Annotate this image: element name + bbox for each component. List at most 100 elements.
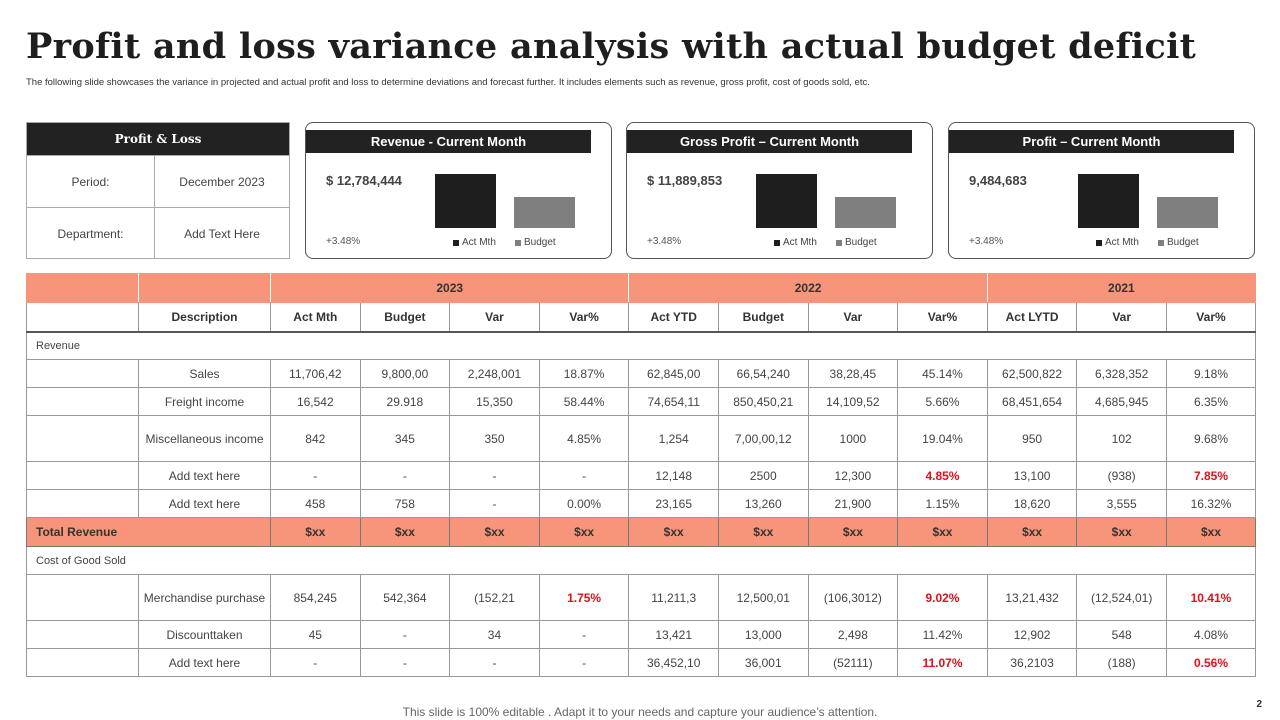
table-cell: 11,706,42	[270, 359, 361, 388]
kpi-card: Revenue - Current Month $ 12,784,444 +3.…	[305, 122, 612, 259]
table-row: Freight income 16,542 29.918 15,350 58.44% 74…	[26, 387, 1257, 416]
total-cell: $xx	[628, 517, 719, 547]
table-cell: -	[538, 620, 630, 649]
table-cell: -	[538, 461, 630, 490]
table-cell: 45	[270, 620, 361, 649]
period-value: December 2023	[179, 174, 265, 189]
variance-table: 2023 2022 2021 Description Act Mth Budget Va…	[26, 273, 1257, 677]
table-cell: (52111)	[807, 648, 899, 677]
kpi-card: Gross Profit – Current Month $ 11,889,85…	[626, 122, 933, 259]
slide-subtitle: The following slide showcases the varian…	[26, 77, 870, 88]
legend-act-label: Act Mth	[462, 237, 496, 248]
table-cell: 102	[1076, 415, 1167, 462]
table-cell: 6,328,352	[1076, 359, 1167, 388]
table-cell: 2,498	[807, 620, 899, 649]
table-row: Add text here 458 758-0.00% 23,165 13,260 21,…	[26, 489, 1257, 518]
table-cell: 14,109,52	[807, 387, 899, 416]
table-cell: 11,211,3	[628, 574, 719, 621]
table-cell: -	[359, 648, 451, 677]
table-cell: 36,001	[717, 648, 809, 677]
table-row: Discounttaken 45-34-13,421 13,000 2,498 11.4…	[26, 620, 1257, 649]
table-cell: 12,500,01	[717, 574, 809, 621]
table-cell: 548	[1076, 620, 1167, 649]
table-cell: 854,245	[270, 574, 361, 621]
table-cell: 7.85%	[1165, 461, 1257, 490]
section-label: Revenue	[26, 331, 1256, 360]
table-row: Add text here - - - -12,148 2500 12,300 4.85% 13…	[26, 461, 1257, 490]
legend-swatch	[515, 239, 521, 246]
total-cell: $xx	[717, 517, 809, 547]
total-cell: $xx	[270, 517, 361, 547]
row-description: Merchandise purchase	[138, 574, 271, 621]
year-2023: 2023	[269, 273, 630, 303]
legend-swatch	[774, 239, 780, 246]
footer-note: This slide is 100% editable . Adapt it t…	[402, 705, 878, 719]
department-row: Department: Add Text Here	[27, 207, 289, 259]
table-cell: 9.18%	[1165, 359, 1257, 388]
row-description: Sales	[138, 359, 271, 388]
table-cell: 16,542	[270, 387, 361, 416]
legend-act-label: Act Mth	[1105, 237, 1139, 248]
total-row: Total Revenue $xx $xx $xx $xx $xx $xx $xx $xx $xx…	[26, 517, 1257, 547]
act-bar	[1078, 174, 1139, 228]
period-label: Period:	[27, 156, 155, 207]
column-header: Budget	[359, 302, 451, 333]
period-row: Period: December 2023	[27, 155, 289, 207]
column-header: Var%	[1165, 302, 1257, 333]
section-row: Revenue	[26, 331, 1256, 360]
kpi-change: +3.48%	[326, 236, 361, 247]
column-header: Budget	[717, 302, 809, 333]
column-header: Var%	[897, 302, 988, 333]
table-cell: 21,900	[807, 489, 899, 518]
table-cell: 850,450,21	[717, 387, 809, 416]
table-cell: -	[270, 461, 361, 490]
table-cell: -	[359, 461, 451, 490]
act-bar	[756, 174, 817, 228]
column-header: Var	[449, 302, 540, 333]
legend-swatch	[1158, 239, 1164, 246]
table-cell: 34	[449, 620, 540, 649]
table-cell: 345	[359, 415, 451, 462]
row-description: Freight income	[138, 387, 271, 416]
table-row: Add text here - - - -36,452,10 36,001 (52111) 1…	[26, 648, 1257, 677]
table-cell: 62,500,822	[986, 359, 1078, 388]
table-row: Miscellaneous income 842 345 350 4.85% 1,254 7…	[26, 415, 1257, 462]
table-cell: 12,148	[628, 461, 719, 490]
table-cell: 5.66%	[897, 387, 988, 416]
total-cell: $xx	[1165, 517, 1257, 547]
table-cell: (152,21	[449, 574, 540, 621]
table-cell: 23,165	[628, 489, 719, 518]
table-cell: 15,350	[449, 387, 540, 416]
table-cell: (188)	[1076, 648, 1167, 677]
table-cell: 13,260	[717, 489, 809, 518]
legend-swatch	[836, 239, 842, 246]
table-cell: 542,364	[359, 574, 451, 621]
table-cell: 74,654,11	[628, 387, 719, 416]
total-cell: $xx	[359, 517, 451, 547]
table-cell: 2500	[717, 461, 809, 490]
table-cell: 9,800,00	[359, 359, 451, 388]
total-cell: $xx	[1076, 517, 1167, 547]
column-header: Var	[807, 302, 899, 333]
table-cell: 842	[270, 415, 361, 462]
table-cell: -	[538, 648, 630, 677]
page-number: 2	[1256, 699, 1262, 710]
table-cell: 13,421	[628, 620, 719, 649]
table-cell: 36,2103	[986, 648, 1078, 677]
table-cell: -	[270, 648, 361, 677]
row-description: Add text here	[138, 489, 271, 518]
table-cell: 16.32%	[1165, 489, 1257, 518]
table-cell: 758	[359, 489, 451, 518]
table-cell: -	[359, 620, 451, 649]
table-cell: (12,524,01)	[1076, 574, 1167, 621]
table-cell: 1.15%	[897, 489, 988, 518]
table-cell: 0.56%	[1165, 648, 1257, 677]
legend-act-label: Act Mth	[783, 237, 817, 248]
kpi-card: Profit – Current Month 9,484,683 +3.48% …	[948, 122, 1255, 259]
legend-budget-label: Budget	[524, 237, 556, 248]
legend-swatch	[1096, 239, 1102, 246]
legend-act: Act Mth	[774, 237, 817, 248]
column-header: Description	[138, 302, 271, 333]
table-cell: 4.08%	[1165, 620, 1257, 649]
table-cell: 19.04%	[897, 415, 988, 462]
